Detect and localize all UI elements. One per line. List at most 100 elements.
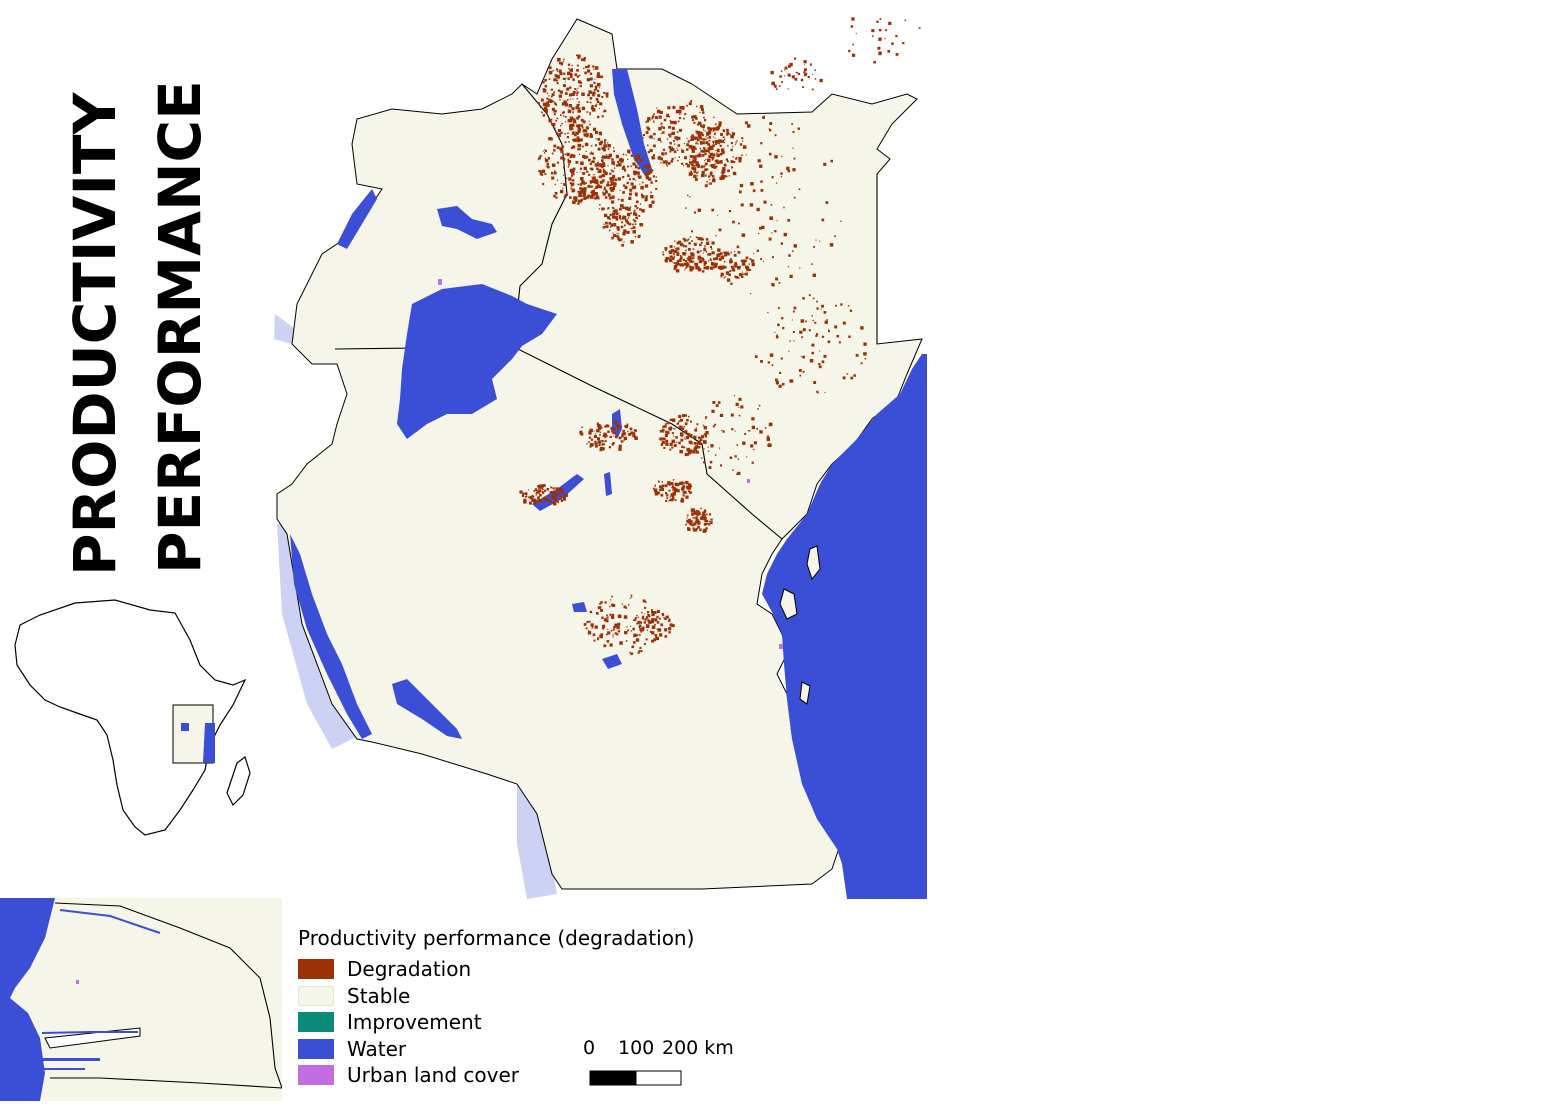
degradation-pixel xyxy=(774,331,776,333)
degradation-pixel xyxy=(556,161,559,164)
degradation-pixel xyxy=(678,263,681,266)
degradation-pixel xyxy=(579,200,581,202)
degradation-pixel xyxy=(559,99,561,101)
degradation-pixel xyxy=(774,230,777,233)
degradation-pixel xyxy=(690,434,693,436)
degradation-pixel xyxy=(577,202,580,205)
degradation-pixel xyxy=(707,450,710,452)
degradation-pixel xyxy=(601,616,604,619)
degradation-pixel xyxy=(594,442,598,446)
degradation-pixel xyxy=(640,650,643,653)
degradation-pixel xyxy=(684,422,688,426)
degradation-pixel xyxy=(652,627,654,629)
degradation-pixel xyxy=(678,129,681,131)
degradation-pixel xyxy=(620,437,622,439)
degradation-pixel xyxy=(647,127,651,131)
main-map-east-africa[interactable] xyxy=(272,5,932,934)
degradation-pixel xyxy=(564,153,567,156)
degradation-pixel xyxy=(792,147,794,149)
degradation-pixel xyxy=(728,273,731,277)
degradation-pixel xyxy=(635,171,638,174)
degradation-pixel xyxy=(804,68,807,72)
degradation-pixel xyxy=(633,429,636,432)
degradation-pixel xyxy=(683,246,685,248)
gambia-river xyxy=(41,1031,138,1034)
degradation-pixel xyxy=(587,65,590,68)
scale-segment-black xyxy=(589,1070,637,1086)
degradation-pixel xyxy=(649,169,653,173)
degradation-pixel xyxy=(809,359,814,363)
degradation-pixel xyxy=(628,222,632,226)
degradation-pixel xyxy=(652,170,654,172)
degradation-pixel xyxy=(675,488,678,490)
africa-outline xyxy=(14,599,247,836)
degradation-pixel xyxy=(586,101,589,103)
degradation-pixel xyxy=(584,191,586,194)
degradation-pixel xyxy=(601,207,605,211)
degradation-pixel xyxy=(562,111,565,114)
degradation-pixel xyxy=(580,432,584,436)
degradation-pixel xyxy=(733,395,736,397)
degradation-pixel xyxy=(705,431,709,435)
degradation-pixel xyxy=(759,430,763,434)
degradation-pixel xyxy=(592,168,594,171)
degradation-pixel xyxy=(630,227,632,230)
degradation-pixel xyxy=(540,486,543,489)
degradation-pixel xyxy=(645,131,649,134)
degradation-pixel xyxy=(633,212,637,216)
degradation-pixel xyxy=(751,262,755,267)
degradation-pixel xyxy=(564,194,567,196)
locator-lake xyxy=(181,723,189,731)
degradation-pixel xyxy=(691,512,695,516)
degradation-pixel xyxy=(568,141,570,143)
degradation-pixel xyxy=(647,164,650,166)
degradation-pixel xyxy=(756,428,758,430)
degradation-pixel xyxy=(566,99,569,101)
degradation-pixel xyxy=(800,78,804,82)
degradation-pixel xyxy=(688,102,692,106)
degradation-pixel xyxy=(580,118,584,122)
degradation-pixel xyxy=(571,107,575,111)
degradation-pixel xyxy=(612,636,614,638)
degradation-pixel xyxy=(641,195,645,199)
degradation-pixel xyxy=(792,250,794,252)
degradation-pixel xyxy=(651,609,653,611)
degradation-pixel xyxy=(649,171,652,174)
degradation-pixel xyxy=(548,78,551,80)
degradation-pixel xyxy=(614,632,617,635)
degradation-pixel xyxy=(557,492,560,495)
degradation-pixel xyxy=(665,163,668,166)
degradation-pixel xyxy=(607,207,609,210)
degradation-pixel xyxy=(678,156,680,158)
degradation-pixel xyxy=(598,163,601,167)
degradation-pixel xyxy=(601,159,604,162)
degradation-pixel xyxy=(721,174,725,178)
degradation-pixel xyxy=(572,90,576,94)
legend-label: Urban land cover xyxy=(347,1063,519,1088)
degradation-pixel xyxy=(656,107,658,109)
degradation-pixel xyxy=(685,249,687,252)
degradation-pixel xyxy=(620,440,624,443)
legend-item-water: Water xyxy=(298,1036,718,1063)
degradation-pixel xyxy=(565,193,567,195)
degradation-pixel xyxy=(570,153,573,156)
degradation-pixel xyxy=(701,241,703,244)
degradation-pixel xyxy=(596,89,600,93)
degradation-pixel xyxy=(567,63,571,66)
degradation-pixel xyxy=(712,145,715,147)
degradation-pixel xyxy=(580,187,585,192)
degradation-pixel xyxy=(587,631,592,635)
degradation-pixel xyxy=(576,116,580,120)
degradation-pixel xyxy=(720,175,723,178)
degradation-pixel xyxy=(789,274,793,278)
degradation-pixel xyxy=(701,258,705,262)
degradation-pixel xyxy=(677,149,679,151)
degradation-pixel xyxy=(610,603,614,607)
degradation-pixel xyxy=(763,115,765,117)
degradation-pixel xyxy=(661,613,664,616)
degradation-pixel xyxy=(759,226,762,230)
degradation-pixel xyxy=(590,151,592,153)
degradation-pixel xyxy=(681,427,685,430)
degradation-pixel xyxy=(774,155,778,159)
degradation-pixel xyxy=(729,258,732,261)
